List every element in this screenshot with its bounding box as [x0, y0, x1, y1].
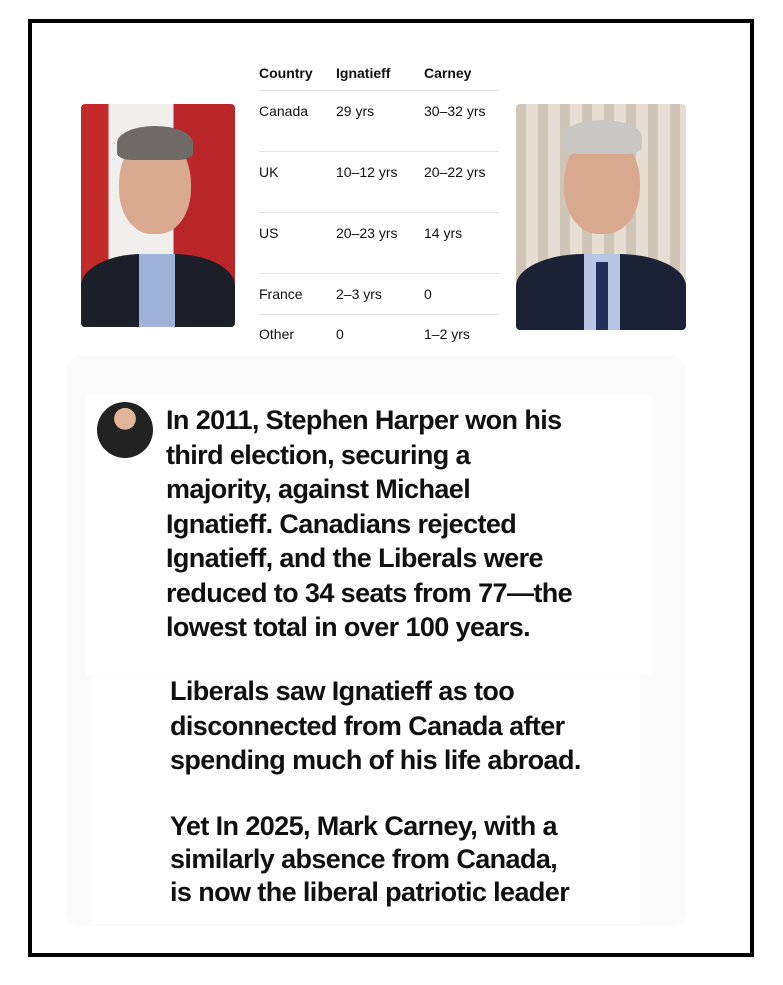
- caption-line: similarly absence from Canada,: [170, 844, 558, 874]
- cell-ignatieff: 0: [336, 314, 424, 349]
- cell-ignatieff: 10–12 yrs: [336, 151, 424, 213]
- caption-body: [92, 676, 640, 924]
- cell-carney: 20–22 yrs: [424, 151, 499, 213]
- cell-carney: 14 yrs: [424, 212, 499, 274]
- cell-ignatieff: 29 yrs: [336, 90, 424, 152]
- caption-paragraph-1: Liberals saw Ignatieff as too disconnect…: [170, 674, 581, 778]
- avatar: [97, 402, 153, 458]
- residency-table: Country Ignatieff Carney Canada 29 yrs 3…: [259, 56, 499, 349]
- post-line: third election, securing a: [166, 439, 471, 470]
- post-text: In 2011, Stephen Harper won his third el…: [166, 403, 573, 645]
- cell-carney: 1–2 yrs: [424, 314, 499, 349]
- table-row: UK 10–12 yrs 20–22 yrs: [259, 151, 499, 213]
- post-line: reduced to 34 seats from 77—the: [166, 577, 573, 608]
- post-line: lowest total in over 100 years.: [166, 612, 531, 642]
- table-header-row: Country Ignatieff Carney: [259, 56, 499, 91]
- post-line: Ignatieff, and the Liberals were: [166, 543, 543, 573]
- table-row: France 2–3 yrs 0: [259, 273, 499, 315]
- cell-country: Other: [259, 314, 336, 349]
- table-row: US 20–23 yrs 14 yrs: [259, 212, 499, 274]
- ignatieff-photo: [81, 104, 235, 327]
- table-row: Other 0 1–2 yrs: [259, 314, 499, 349]
- post-line: majority, against Michael: [166, 474, 471, 504]
- post-body: [86, 393, 652, 675]
- carney-photo: [516, 104, 686, 330]
- post-line: Ignatieff. Canadians rejected: [166, 508, 517, 539]
- cell-country: UK: [259, 151, 336, 213]
- cell-ignatieff: 2–3 yrs: [336, 273, 424, 315]
- table-row: Canada 29 yrs 30–32 yrs: [259, 90, 499, 152]
- cell-country: US: [259, 212, 336, 274]
- caption-line: Liberals saw Ignatieff as too: [170, 676, 515, 706]
- header-carney: Carney: [424, 65, 472, 81]
- caption-line: is now the liberal patriotic leader: [170, 877, 570, 907]
- hair: [562, 120, 642, 154]
- caption-line: disconnected from Canada after: [170, 710, 565, 741]
- post-line: In 2011, Stephen Harper won his: [166, 405, 562, 435]
- header-ignatieff: Ignatieff: [336, 65, 391, 81]
- caption-paragraph-2: Yet In 2025, Mark Carney, with a similar…: [170, 810, 570, 909]
- cell-carney: 0: [424, 273, 499, 315]
- caption-line: Yet In 2025, Mark Carney, with a: [170, 811, 558, 841]
- cell-carney: 30–32 yrs: [424, 90, 499, 152]
- cell-ignatieff: 20–23 yrs: [336, 212, 424, 274]
- header-country: Country: [259, 65, 313, 81]
- cell-country: France: [259, 273, 336, 315]
- caption-line: spending much of his life abroad.: [170, 745, 581, 775]
- shirt: [139, 254, 175, 327]
- hair: [117, 126, 193, 160]
- cell-country: Canada: [259, 90, 336, 152]
- tie: [596, 262, 608, 330]
